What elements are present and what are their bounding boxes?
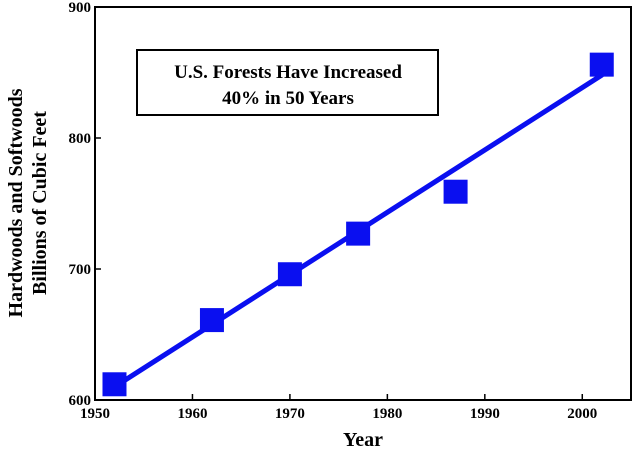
y-tick-label: 900 (69, 0, 92, 16)
y-axis-title-line-1: Hardwoods and Softwoods (5, 88, 27, 317)
data-point-1977 (346, 221, 371, 246)
plot-frame (94, 6, 632, 401)
y-tick-label: 600 (69, 393, 92, 409)
data-point-1952 (102, 372, 127, 397)
y-tick-label: 700 (69, 262, 92, 278)
x-axis: 1950 1960 1970 1980 1990 2000 (80, 394, 597, 422)
x-tick-label: 1980 (372, 406, 402, 422)
annotation-box: U.S. Forests Have Increased 40% in 50 Ye… (136, 49, 439, 116)
data-point-2002 (589, 52, 614, 77)
data-point-1970 (277, 262, 302, 287)
y-axis: 600 700 800 900 (69, 0, 101, 409)
x-tick-label: 1950 (80, 406, 110, 422)
x-tick-label: 2000 (567, 406, 597, 422)
annotation-line-1: U.S. Forests Have Increased (174, 62, 402, 83)
y-tick-label: 800 (69, 131, 92, 147)
data-point-1962 (199, 308, 224, 333)
x-tick-label: 1960 (177, 406, 207, 422)
plot-layer (102, 52, 614, 397)
x-axis-title: Year (343, 429, 383, 451)
y-axis-title: Hardwoods and Softwoods Billions of Cubi… (5, 88, 51, 317)
x-tick-label: 1990 (470, 406, 500, 422)
annotation-line-2: 40% in 50 Years (222, 88, 354, 109)
data-point-1987 (443, 179, 468, 204)
x-tick-label: 1970 (275, 406, 305, 422)
y-axis-title-line-2: Billions of Cubic Feet (29, 111, 51, 295)
